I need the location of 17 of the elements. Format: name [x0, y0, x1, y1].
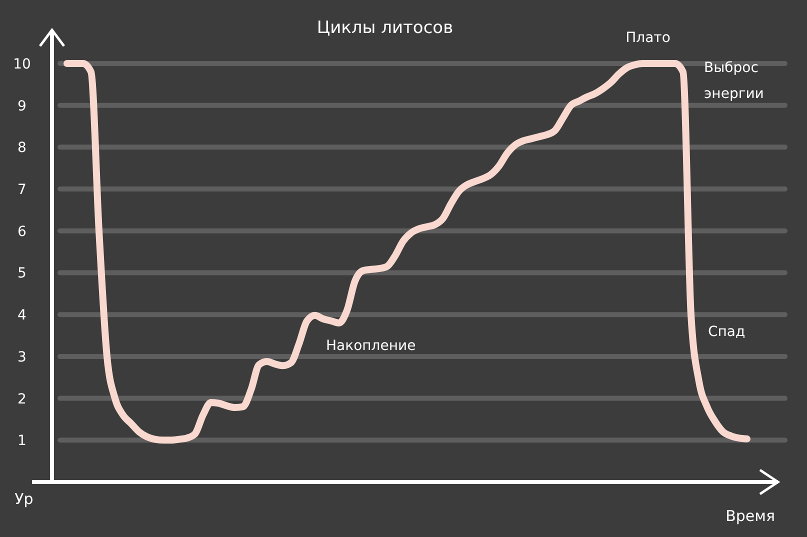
annotation: Выброс энергии	[704, 60, 764, 102]
y-tick-label: 10	[13, 56, 31, 72]
y-tick-label: 8	[18, 140, 26, 156]
x-axis-title: Время	[726, 507, 775, 525]
y-tick-label: 4	[18, 308, 27, 324]
annotation: Накопление	[326, 338, 416, 354]
annotation: Спад	[708, 324, 746, 340]
y-tick-label: 2	[18, 391, 26, 408]
y-tick-label: 5	[18, 266, 26, 282]
y-tick-label: 3	[18, 349, 26, 366]
y-tick-label: 7	[18, 182, 26, 198]
annotation: Плато	[626, 30, 670, 46]
y-tick-label: 1	[18, 433, 26, 450]
y-tick-label: 9	[18, 98, 26, 114]
chart-title: Циклы литосов	[316, 18, 454, 38]
y-tick-label: 6	[18, 224, 27, 240]
y-axis-title: Ур	[14, 490, 34, 508]
